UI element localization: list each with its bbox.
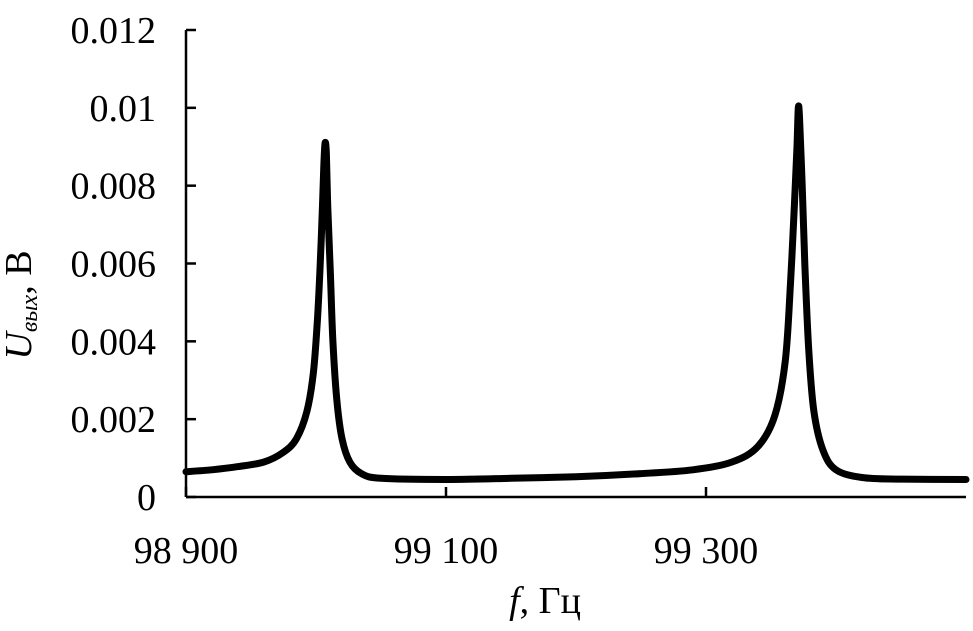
- y-tick-label: 0.008: [71, 166, 157, 208]
- x-tick-label: 99 100: [394, 530, 499, 572]
- y-axis-label-main: U: [0, 330, 40, 360]
- series-line: [182, 102, 970, 483]
- x-axis-label-rest: , Гц: [520, 580, 581, 622]
- x-axis-ticks: 98 900 99 100 99 300: [134, 487, 759, 572]
- y-tick-label: 0.006: [71, 244, 157, 286]
- y-axis-label-sub: вых: [17, 294, 43, 332]
- y-tick-label: 0: [137, 477, 156, 519]
- y-tick-label: 0.002: [71, 399, 157, 441]
- y-axis-label-rest: , В: [0, 250, 40, 294]
- y-tick-label: 0.004: [71, 321, 157, 363]
- x-tick-label: 98 900: [134, 530, 239, 572]
- x-tick-label: 99 300: [654, 530, 759, 572]
- y-axis-label: Uвых, В: [0, 250, 43, 359]
- y-tick-label: 0.012: [71, 10, 157, 52]
- x-axis-label: f, Гц: [509, 580, 581, 622]
- y-axis-ticks: 0 0.002 0.004 0.006 0.008 0.01 0.012: [71, 10, 196, 519]
- y-tick-label: 0.01: [90, 88, 157, 130]
